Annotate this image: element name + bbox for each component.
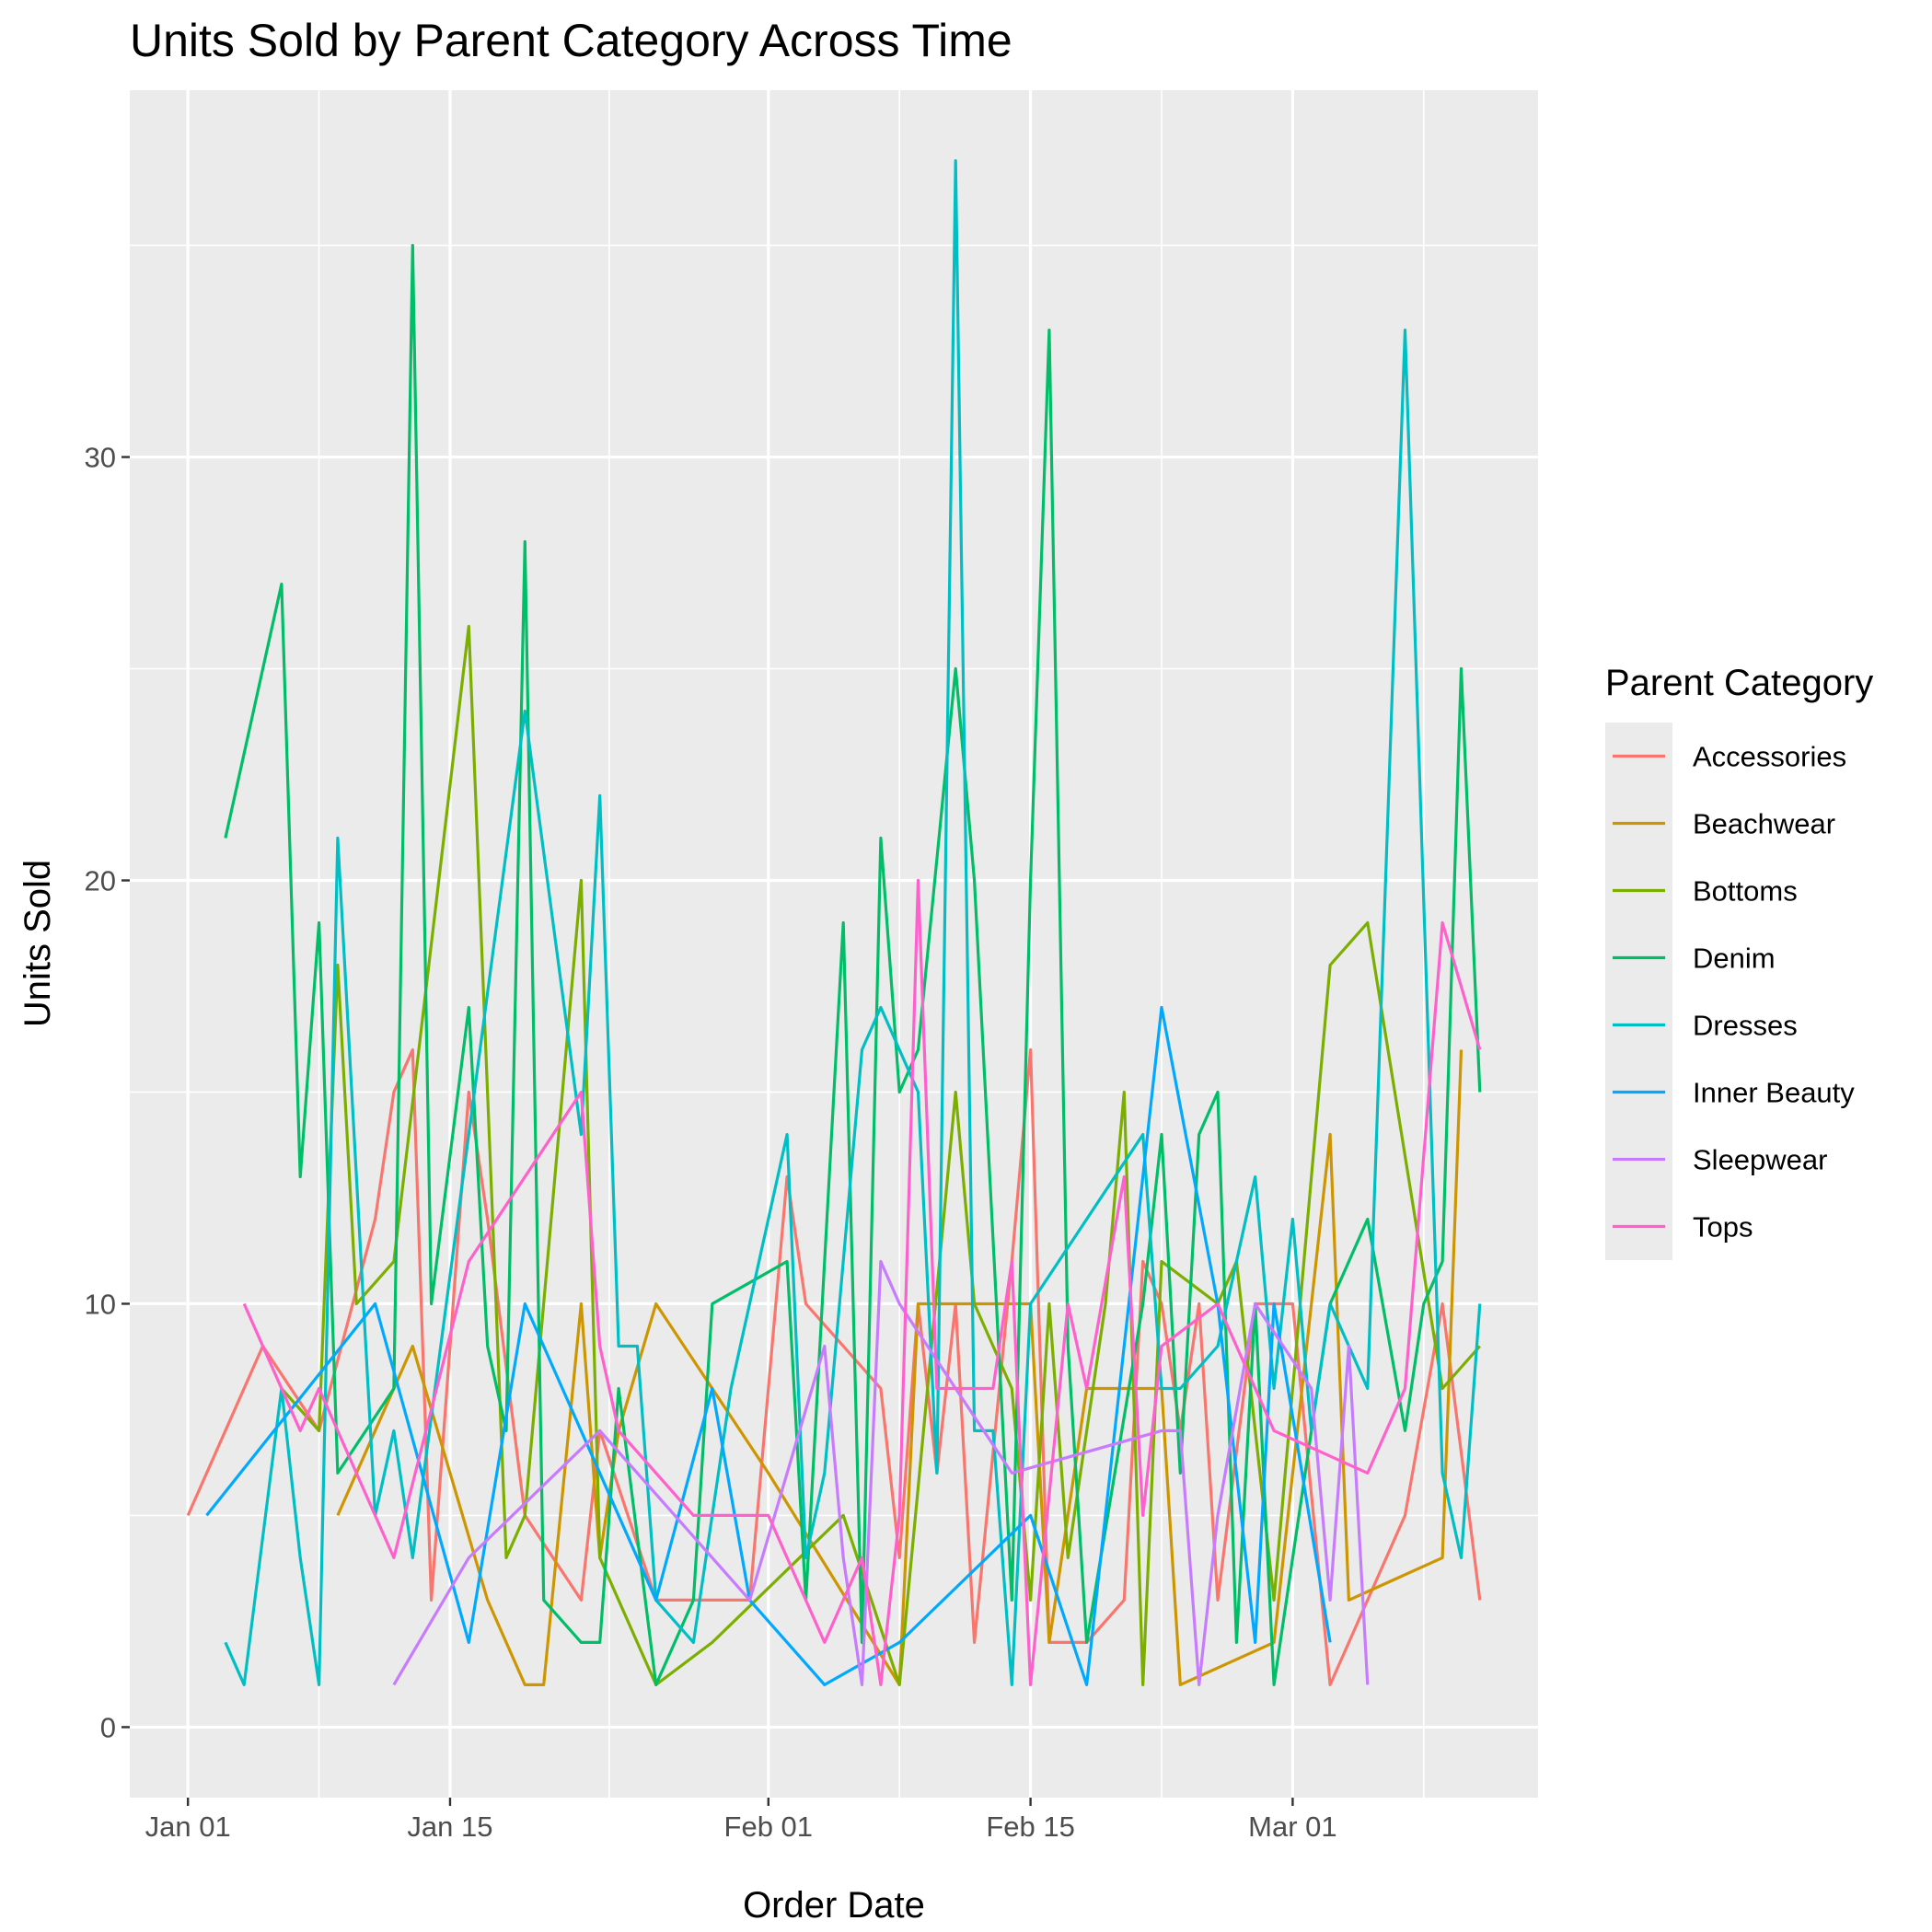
x-tick-label: Mar 01 <box>1248 1811 1336 1843</box>
x-axis-title: Order Date <box>743 1885 925 1926</box>
legend: Parent Category Accessories Beachwear Bott… <box>1605 663 1873 1260</box>
series-line-sleepwear <box>392 1259 1370 1687</box>
legend-key-background <box>1605 723 1672 1260</box>
legend-label-dresses: Dresses <box>1693 1010 1798 1042</box>
axis-ticks <box>121 456 1294 1806</box>
series-line-beachwear <box>336 1049 1463 1687</box>
plot-panel <box>130 90 1538 1798</box>
chart-title: Units Sold by Parent Category Across Tim… <box>130 15 1012 66</box>
series-line-dresses <box>224 159 1482 1687</box>
legend-label-beachwear: Beachwear <box>1693 808 1835 840</box>
x-tick-label: Feb 01 <box>724 1811 814 1843</box>
x-tick-label: Feb 15 <box>986 1811 1075 1843</box>
legend-label-denim: Denim <box>1693 943 1776 975</box>
legend-label-accessories: Accessories <box>1693 741 1846 773</box>
y-tick-labels: 0 10 20 30 <box>85 442 116 1744</box>
series-line-denim <box>224 244 1482 1687</box>
x-tick-label: Jan 01 <box>145 1811 231 1843</box>
legend-title: Parent Category <box>1605 663 1873 703</box>
y-axis-title: Units Sold <box>17 860 58 1027</box>
series-layer <box>186 159 1482 1687</box>
x-tick-label: Jan 15 <box>407 1811 492 1843</box>
x-tick-labels: Jan 01 Jan 15 Feb 01 Feb 15 Mar 01 <box>145 1811 1337 1843</box>
legend-label-inner-beauty: Inner Beauty <box>1693 1077 1855 1109</box>
legend-label-bottoms: Bottoms <box>1693 875 1798 908</box>
legend-items: Accessories Beachwear Bottoms Denim Dresses I… <box>1613 741 1855 1244</box>
series-line-tops <box>242 878 1482 1687</box>
y-tick-label: 10 <box>85 1288 116 1320</box>
legend-label-tops: Tops <box>1693 1211 1753 1244</box>
y-tick-label: 30 <box>85 442 116 474</box>
y-tick-label: 0 <box>100 1711 116 1743</box>
y-tick-label: 20 <box>85 865 116 897</box>
legend-label-sleepwear: Sleepwear <box>1693 1144 1827 1176</box>
